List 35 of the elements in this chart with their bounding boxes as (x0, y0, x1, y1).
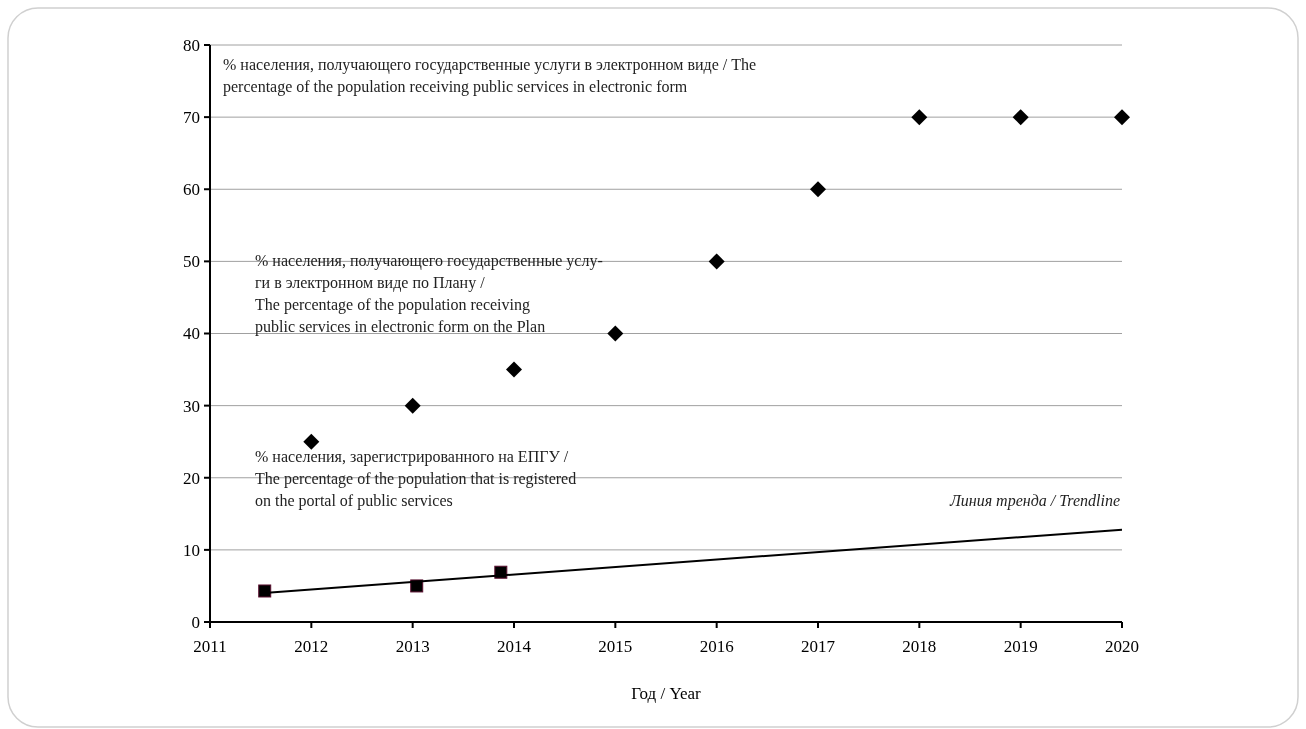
point (810, 181, 826, 198)
x-tick-label: 2014 (497, 637, 532, 656)
annotation: Линия тренда / Trendline (948, 491, 1120, 510)
point (506, 361, 522, 378)
y-tick-label: 80 (183, 35, 200, 55)
point (911, 109, 928, 126)
y-tick-label: 40 (183, 324, 200, 344)
point (258, 584, 272, 598)
x-tick-label: 2013 (395, 637, 430, 656)
x-tick-label: 2018 (902, 637, 937, 656)
x-tick-label: 2019 (1003, 637, 1038, 656)
point (1114, 109, 1130, 126)
point (607, 325, 624, 342)
annotation: % населения, получающего государственные услу- ги в электронном виде по Плану / The percentage of the population receiving public services in electronic form on the Plan (255, 252, 603, 336)
x-axis-title: Год / Year (631, 684, 702, 703)
annotation: % населения, зарегистрированного на ЕПГУ / The percentage of the population that is registered on the portal of public services (255, 448, 577, 510)
y-tick-label: 10 (183, 540, 200, 560)
y-tick-label: 70 (183, 108, 200, 128)
x-tick-label: 2017 (801, 637, 836, 656)
point (708, 253, 725, 270)
x-tick-label: 2020 (1105, 637, 1139, 656)
x-tick-label: 2011 (193, 637, 227, 656)
x-tick-label: 2016 (699, 637, 734, 656)
y-tick-label: 30 (183, 396, 200, 416)
annotation: % населения, получающего государственные услуги в электронном виде / The percentage of the population receiving public services in electronic form (223, 56, 757, 96)
y-tick-label: 50 (183, 252, 200, 272)
point (404, 397, 421, 414)
x-tick-label: 2015 (598, 637, 633, 656)
y-tick-label: 20 (183, 468, 200, 488)
y-tick-label: 0 (191, 612, 200, 632)
point (1012, 109, 1029, 126)
point (303, 433, 320, 450)
y-tick-label: 60 (183, 180, 200, 200)
x-tick-label: 2012 (294, 637, 329, 656)
point (410, 579, 424, 593)
